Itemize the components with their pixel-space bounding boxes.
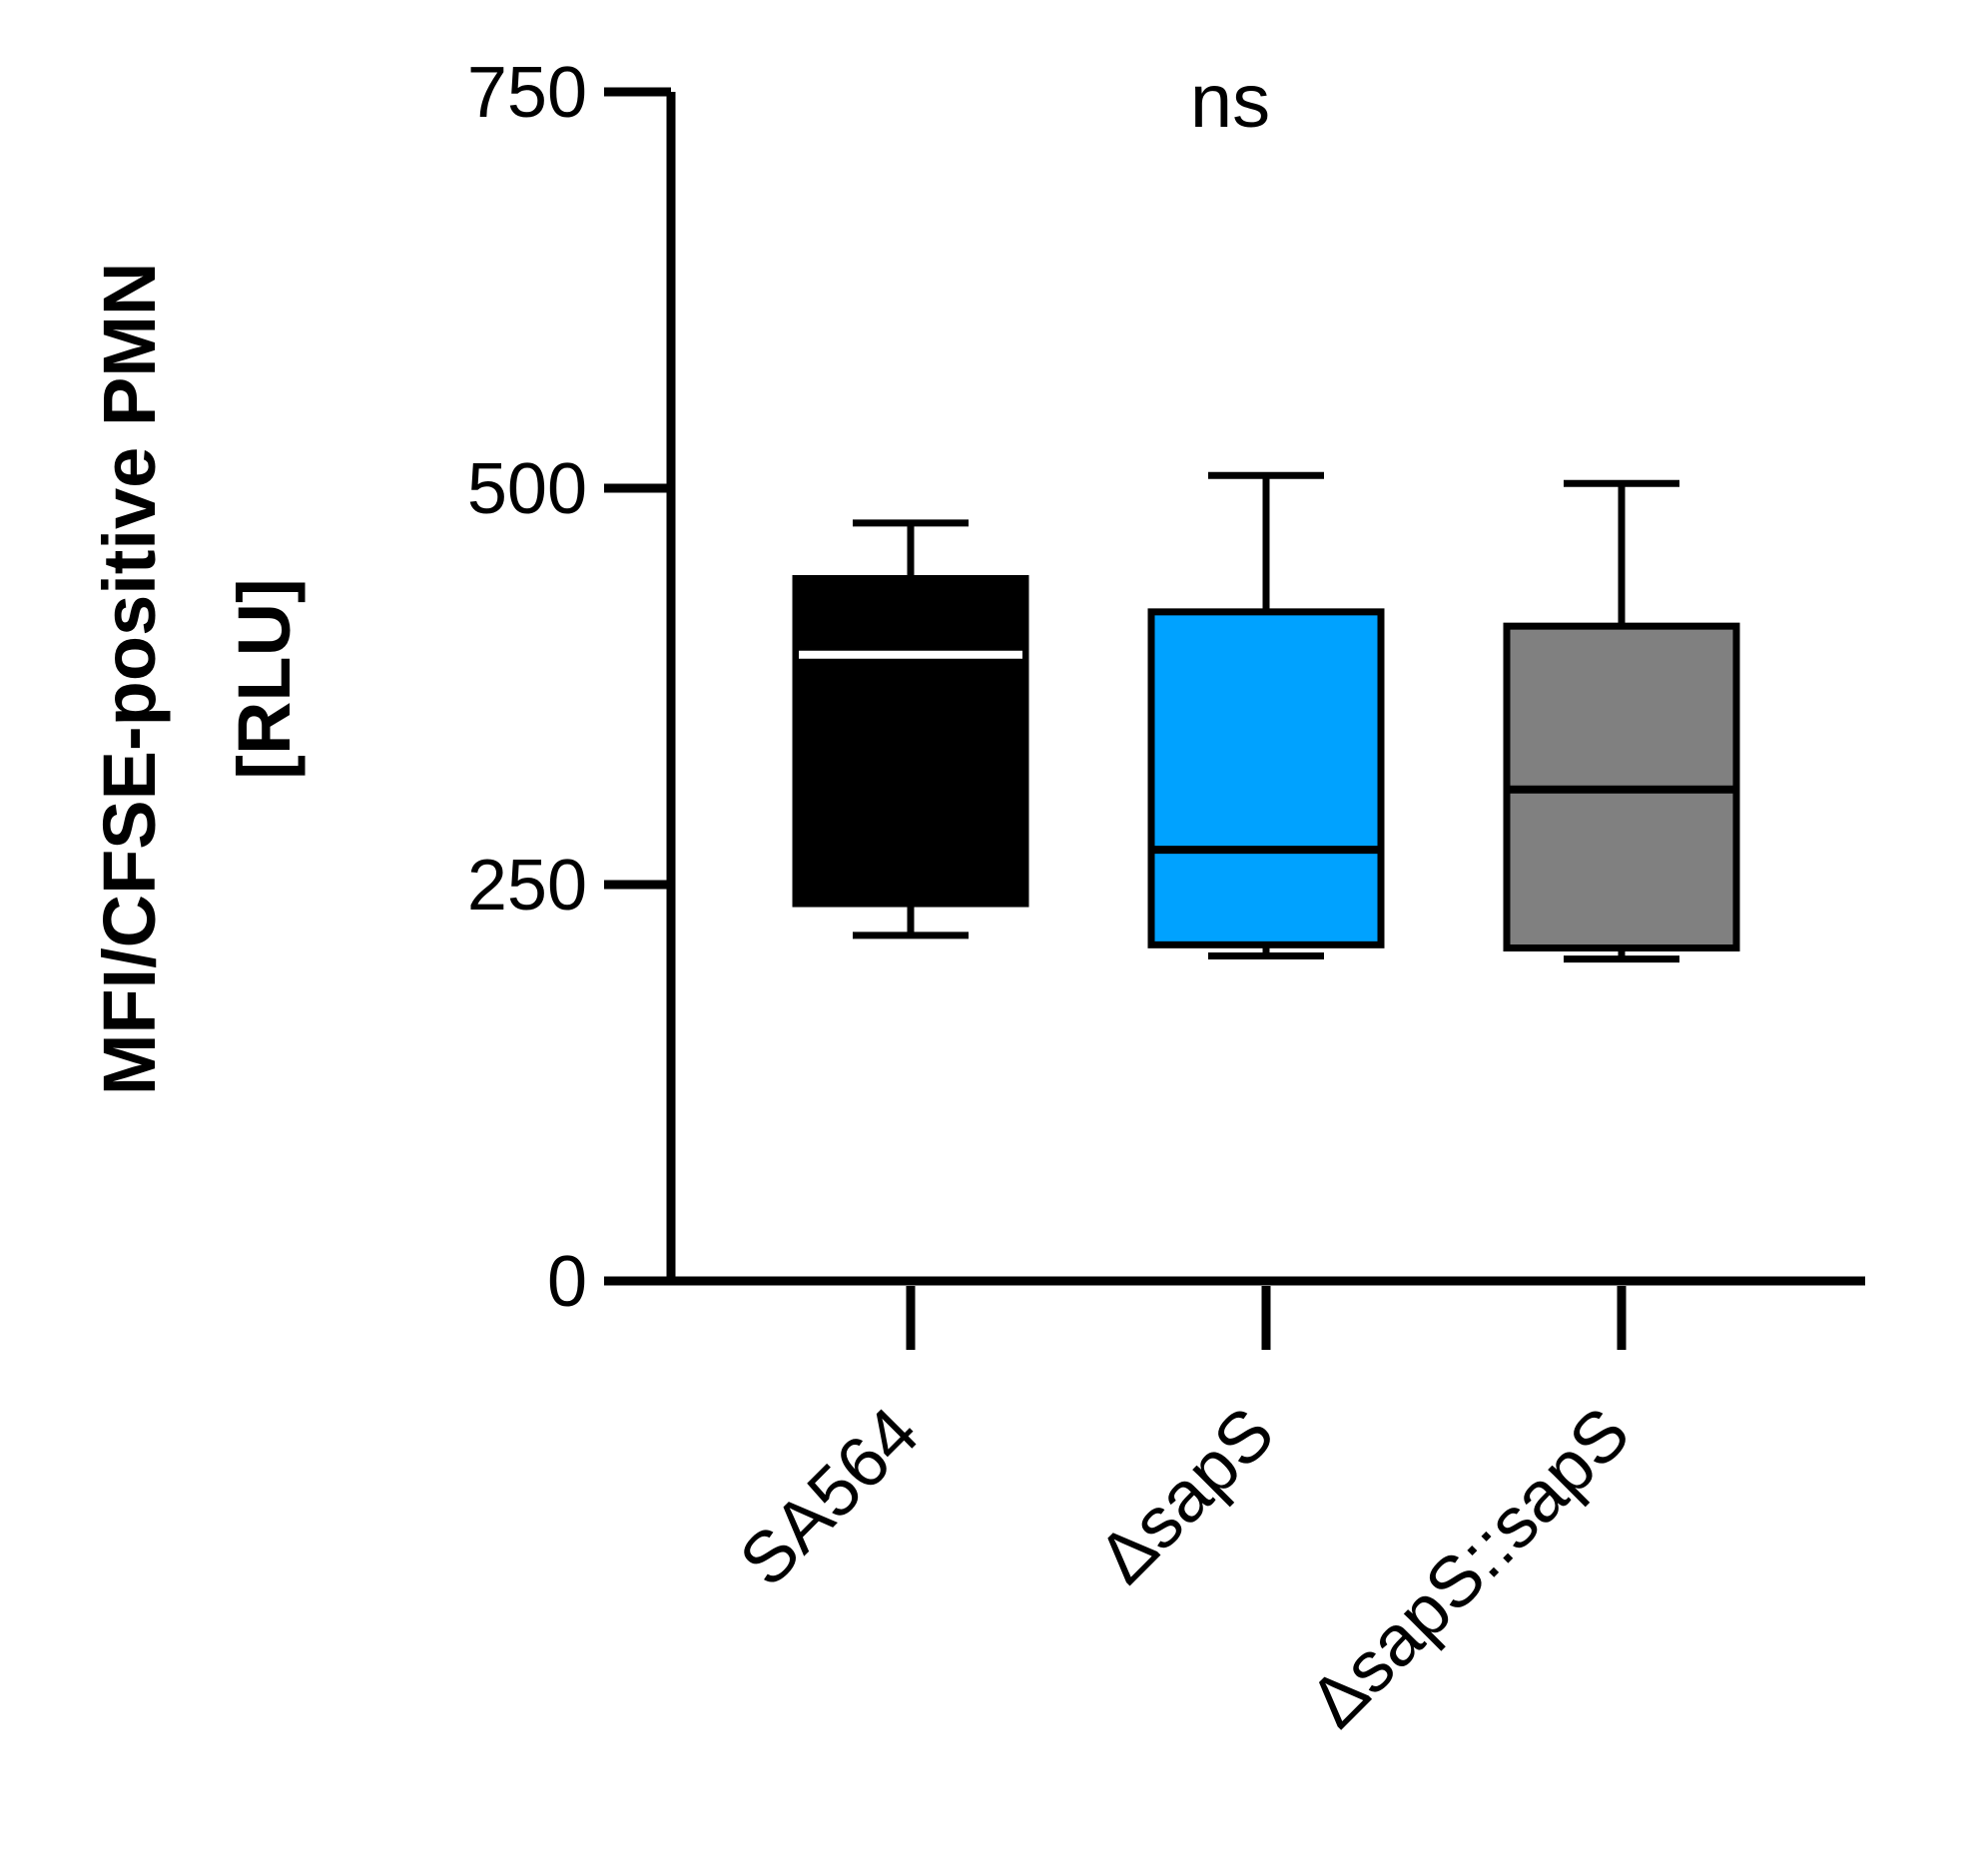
y-tick-label: 750 — [467, 53, 587, 133]
box-iqr — [1147, 608, 1385, 948]
y-axis-label-line-1: MFI/CFSE-positive PMN — [88, 263, 171, 1096]
y-tick-label: 250 — [467, 846, 587, 926]
box-group — [792, 519, 1029, 939]
y-tick-label: 0 — [547, 1242, 587, 1322]
boxes — [792, 471, 1740, 963]
y-axis-label: MFI/CFSE-positive PMN [RLU] — [88, 263, 306, 1096]
box-group — [1503, 479, 1740, 963]
box-group — [1147, 471, 1385, 959]
axes — [604, 92, 1865, 1286]
x-category-label: SA564 — [725, 1393, 934, 1601]
y-axis-label-line-2: [RLU] — [223, 578, 306, 779]
x-category-label: ΔsapS::sapS — [1294, 1393, 1645, 1743]
y-tick-label: 500 — [467, 449, 587, 529]
significance-annotation: ns — [1190, 59, 1270, 144]
x-category-label: ΔsapS — [1083, 1393, 1290, 1599]
box-iqr — [792, 575, 1029, 908]
